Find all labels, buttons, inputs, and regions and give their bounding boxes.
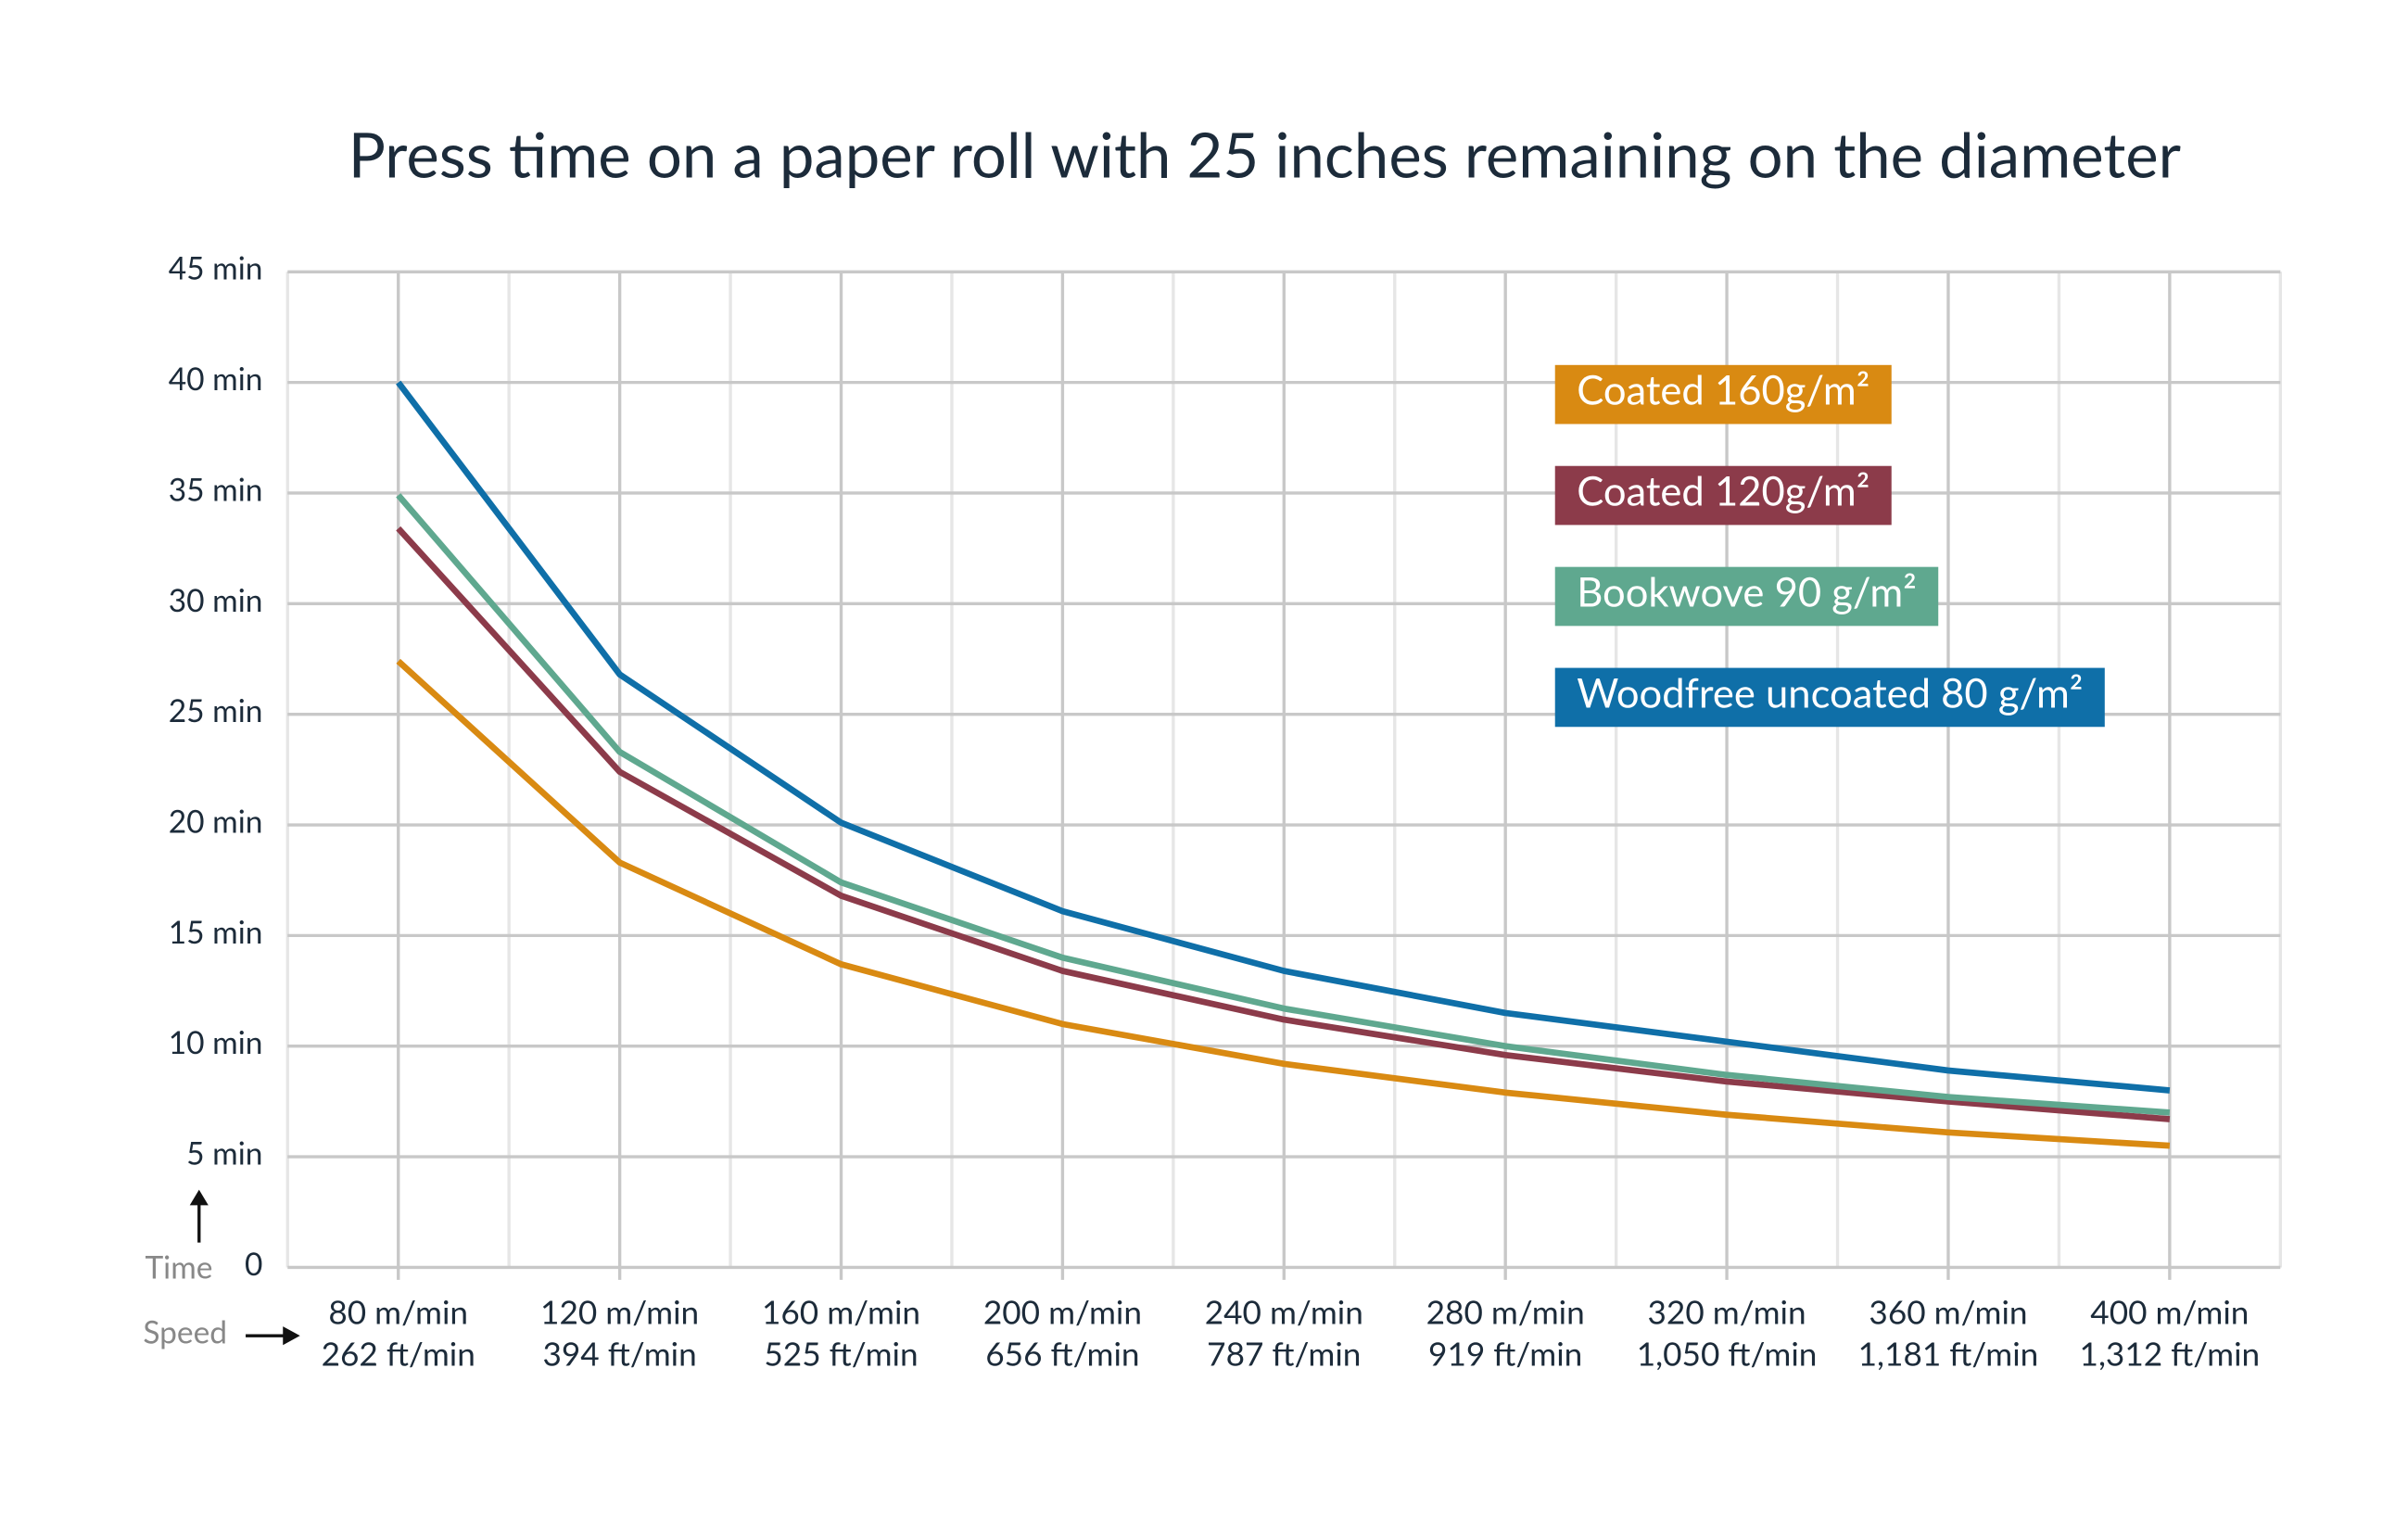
x-tick-label-secondary: 262 ft/min xyxy=(322,1335,475,1374)
legend-swatch xyxy=(1554,364,1892,424)
x-tick-label: 360 m/min xyxy=(1869,1292,2027,1331)
x-tick-label: 120 m/min xyxy=(540,1292,699,1331)
x-tick-label: 320 m/min xyxy=(1648,1292,1806,1331)
x-axis-arrowhead xyxy=(283,1326,300,1346)
x-axis-label: Speed xyxy=(143,1314,227,1351)
series-line xyxy=(396,658,2171,1149)
legend-swatch xyxy=(1554,667,2105,728)
x-tick-label-secondary: 787 ft/min xyxy=(1207,1335,1361,1374)
legend-label: Coated 120g/m² xyxy=(1577,467,1869,515)
x-tick-label-secondary: 1,181 ft/min xyxy=(1858,1335,2039,1374)
x-tick-label-secondary: 656 ft/min xyxy=(985,1335,1139,1374)
x-tick-label: 200 m/min xyxy=(983,1292,1142,1331)
series-line xyxy=(396,380,2171,1094)
legend-label: Coated 160g/m² xyxy=(1577,366,1869,414)
x-tick-label: 280 m/min xyxy=(1426,1292,1585,1331)
legend-label: Woodfree uncoated 80 g/m² xyxy=(1577,668,2083,716)
x-tick-label-secondary: 394 ft/min xyxy=(542,1335,696,1374)
y-tick-label: 45 min xyxy=(169,250,263,287)
y-tick-label: 40 min xyxy=(169,361,263,398)
x-tick-label-secondary: 525 ft/min xyxy=(764,1335,918,1374)
legend-swatch xyxy=(1554,566,1939,627)
chart-title: Press time on a paper roll with 25 inche… xyxy=(349,117,2181,191)
legend: Coated 160g/m² Coated 120g/m² Bookwove 90 … xyxy=(1554,364,2105,728)
x-tick-label-secondary: 1,312 ft/min xyxy=(2080,1335,2261,1374)
y-tick-label: 25 min xyxy=(169,692,263,729)
y-tick-label: 15 min xyxy=(169,914,263,951)
y-tick-label: 30 min xyxy=(169,582,263,619)
x-tick-label-secondary: 1,050 ft/min xyxy=(1637,1335,1818,1374)
y-axis-arrowhead xyxy=(189,1189,209,1206)
y-tick-label: 10 min xyxy=(169,1024,263,1061)
plot-lines xyxy=(396,380,2171,1149)
y-tick-label: 35 min xyxy=(169,471,263,508)
x-tick-label: 400 m/min xyxy=(2090,1292,2249,1331)
x-tick-label: 160 m/min xyxy=(762,1292,920,1331)
y-tick-label: 5 min xyxy=(186,1135,262,1172)
x-tick-label: 80 m/min xyxy=(328,1292,468,1331)
x-tick-label: 240 m/min xyxy=(1205,1292,1363,1331)
series-line xyxy=(396,493,2171,1116)
y-tick-label: 0 xyxy=(245,1246,262,1283)
y-axis-label: Time xyxy=(145,1248,212,1286)
grid: 0 5 min 10 min 15 min 20 min 25 min 30 min 35 m… xyxy=(169,250,2282,1374)
series-line xyxy=(396,526,2171,1122)
y-tick-label: 20 min xyxy=(169,804,263,841)
legend-label: Bookwove 90 g/m² xyxy=(1577,568,1917,616)
legend-swatch xyxy=(1554,465,1892,526)
x-tick-label-secondary: 919 ft/min xyxy=(1428,1335,1582,1374)
